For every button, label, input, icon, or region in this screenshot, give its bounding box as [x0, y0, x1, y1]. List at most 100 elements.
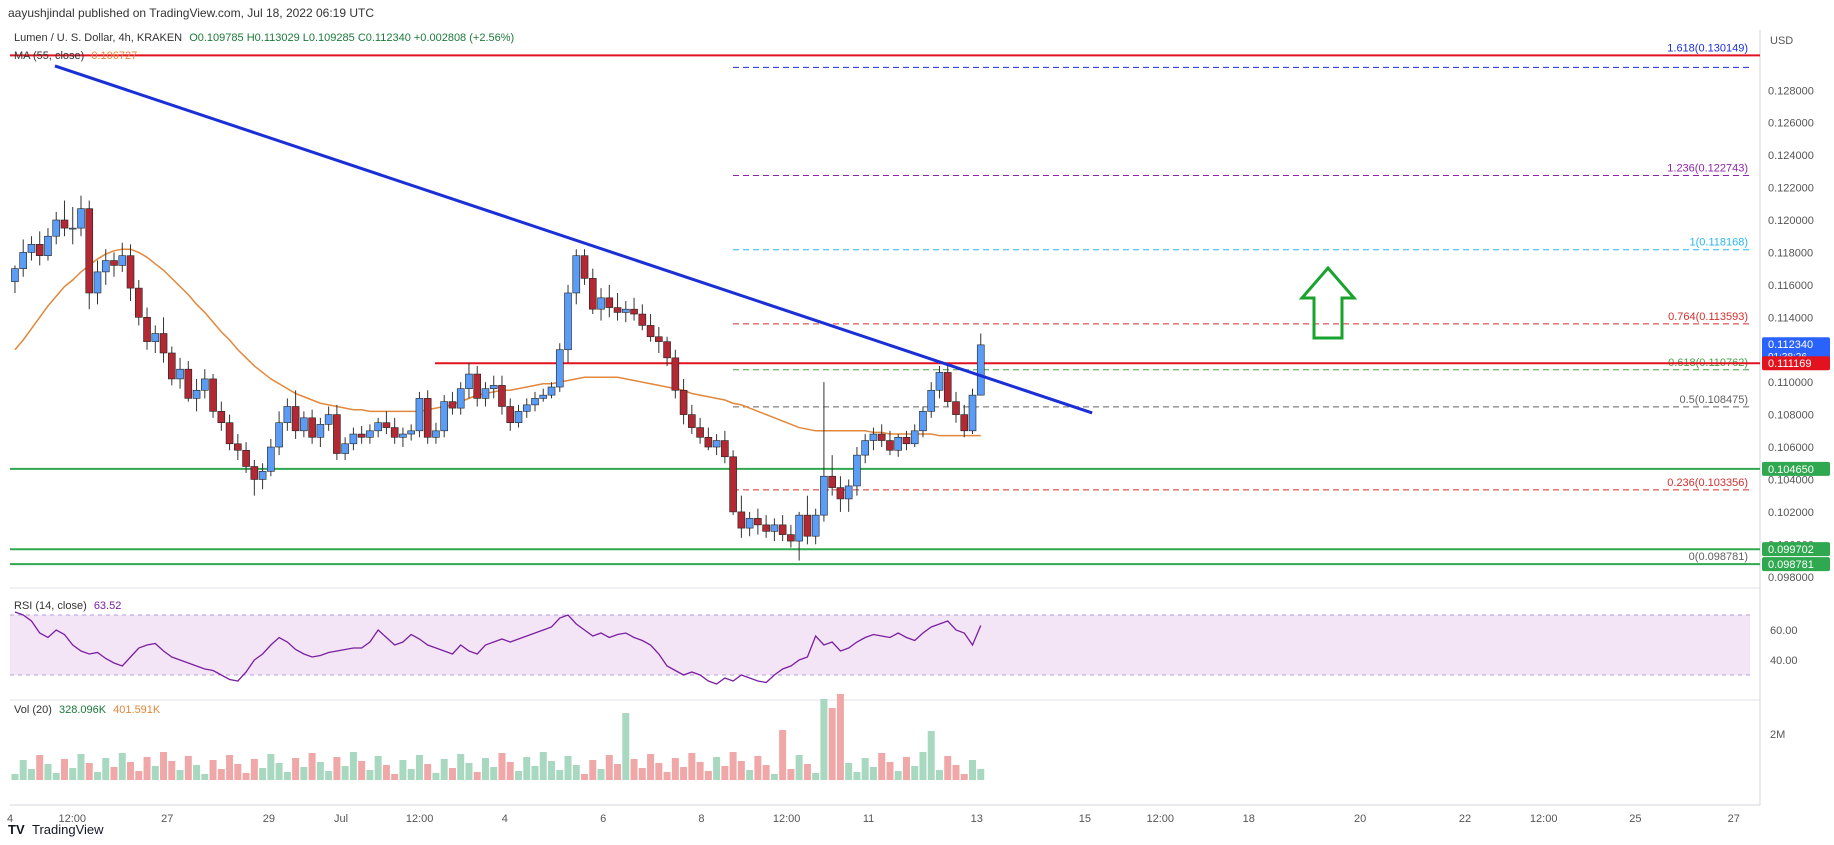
candle-body [465, 373, 473, 389]
volume-bar [275, 763, 283, 780]
current-price-label: 0.112340 [1768, 339, 1813, 351]
candle-body [506, 406, 515, 424]
y-tick-label: 0.110000 [1768, 377, 1813, 389]
vol-label[interactable]: Vol (20) [14, 704, 52, 716]
volume-bar [977, 769, 985, 780]
candle-body [209, 378, 217, 412]
candle-body [877, 433, 886, 441]
volume-bar [448, 768, 456, 780]
y-tick-label: 0.114000 [1768, 312, 1813, 324]
volume-bar [176, 770, 184, 780]
candle-body [308, 417, 316, 438]
candle-body [11, 268, 19, 282]
candle-body [167, 352, 176, 380]
candle-body [646, 325, 655, 338]
volume-bar [407, 769, 415, 780]
volume-bar [853, 772, 861, 780]
x-tick-label: 12:00 [1146, 813, 1174, 825]
ma-value: 0.106727 [91, 50, 138, 62]
candle-body [588, 278, 597, 310]
candle-body [721, 440, 729, 458]
volume-bar [911, 766, 919, 780]
candle-body [440, 401, 448, 432]
candle-body [729, 456, 737, 513]
y-tick-label: 0.118000 [1768, 247, 1813, 259]
y-tick-label: 0.120000 [1768, 215, 1814, 227]
x-tick-label: 18 [1243, 813, 1255, 825]
candle-body [35, 244, 44, 256]
volume-bar [267, 754, 275, 780]
volume-bar [85, 763, 93, 780]
volume-bar [473, 772, 481, 780]
ma-label[interactable]: MA (55, close) [14, 50, 85, 62]
y-tick-label: 0.108000 [1768, 410, 1814, 422]
y-tick-label: 0.098000 [1768, 572, 1814, 584]
candle-body [291, 406, 300, 432]
volume-bar [638, 768, 646, 780]
volume-bar [143, 757, 151, 780]
candle-body [910, 430, 919, 445]
candle-body [547, 386, 556, 396]
volume-bar [110, 767, 118, 780]
volume-bar [960, 774, 968, 780]
candle-body [778, 524, 787, 535]
symbol-title[interactable]: Lumen / U. S. Dollar, 4h, KRAKEN [14, 32, 183, 44]
vol-legend: Vol (20) 328.096K 401.591K [14, 704, 164, 716]
x-tick-label: 11 [863, 813, 874, 825]
x-tick-label: 25 [1629, 813, 1641, 825]
candle-body [828, 475, 836, 488]
volume-bar [647, 754, 655, 780]
candle-body [894, 436, 903, 451]
x-tick-label: 12:00 [58, 813, 86, 825]
volume-bar [151, 766, 159, 780]
candle-body [225, 422, 234, 445]
candle-body [134, 287, 143, 318]
candle-body [341, 443, 349, 454]
support-price-label-box [1762, 461, 1830, 476]
rsi-band [10, 615, 1750, 675]
y-tick-label: 0.124000 [1768, 150, 1814, 162]
rsi-label[interactable]: RSI (14, close) [14, 600, 87, 612]
volume-bar [242, 773, 250, 780]
candle-body [696, 427, 704, 438]
volume-bar [581, 774, 589, 780]
candle-body [333, 414, 341, 454]
resistance-price-label: 0.111169 [1768, 358, 1811, 370]
y-tick-label: 0.102000 [1768, 507, 1814, 519]
candle-body [663, 341, 671, 359]
fib-level-label: 1(0.118168) [1689, 237, 1748, 249]
candle-body [44, 235, 52, 256]
volume-bar [27, 769, 35, 780]
volume-bar [531, 766, 539, 780]
volume-bar [564, 756, 572, 780]
candle-body [927, 389, 936, 412]
candle-body [217, 411, 226, 424]
y-tick-label: 0.104000 [1768, 474, 1814, 486]
volume-bar [60, 759, 68, 780]
candle-body [349, 433, 358, 445]
candle-body [489, 385, 498, 389]
candle-body [836, 487, 845, 500]
volume-bar [415, 755, 423, 780]
volume-bar [440, 759, 448, 780]
candle-body [60, 219, 69, 229]
candle-body [267, 446, 275, 472]
volume-bar [779, 730, 787, 780]
x-tick-label: 12:00 [1530, 813, 1558, 825]
candle-body [787, 534, 795, 542]
resistance-price-label-box [1762, 356, 1830, 371]
volume-bar [168, 761, 176, 780]
candle-body [704, 436, 713, 448]
candle-body [770, 524, 779, 532]
candle-body [192, 389, 201, 399]
candle-body [77, 208, 85, 229]
candle-body [456, 388, 465, 409]
candle-body [374, 422, 382, 432]
fib-level-label: 0.764(0.113593) [1668, 311, 1748, 323]
candle-body [630, 308, 638, 315]
candle-body [176, 368, 184, 380]
volume-bar [795, 755, 803, 780]
candle-body [968, 394, 977, 432]
candle-body [811, 514, 820, 537]
currency-label: USD [1770, 35, 1793, 47]
